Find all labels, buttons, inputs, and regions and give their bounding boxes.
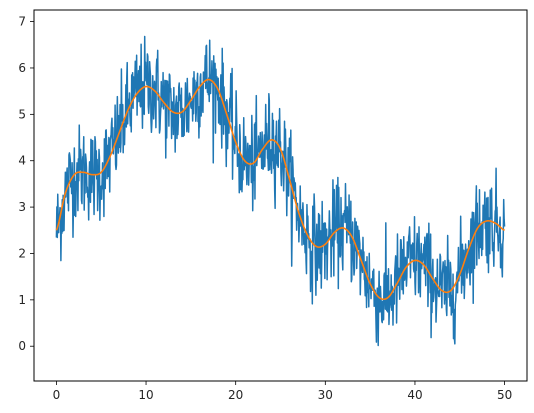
y-tick-label: 7: [18, 15, 26, 29]
x-tick-label: 20: [228, 388, 243, 402]
y-tick-label: 3: [18, 200, 26, 214]
y-tick-label: 4: [18, 154, 26, 168]
x-tick-label: 30: [318, 388, 333, 402]
plot-area: [55, 35, 506, 347]
x-tick-label: 40: [407, 388, 422, 402]
series-smooth-line: [55, 78, 505, 301]
x-tick-label: 10: [138, 388, 153, 402]
x-tick-label: 0: [53, 388, 61, 402]
y-tick-label: 6: [18, 61, 26, 75]
y-tick-label: 1: [18, 293, 26, 307]
series-noisy-line: [55, 35, 506, 347]
axes-frame: [33, 9, 528, 382]
y-tick-label: 0: [18, 339, 26, 353]
x-tick-label: 50: [497, 388, 512, 402]
y-tick-label: 5: [18, 107, 26, 121]
y-tick-label: 2: [18, 246, 26, 260]
axis-ticks: 0 10 20 30 40 50 0 1 2 3 4 5 6 7: [18, 15, 512, 402]
